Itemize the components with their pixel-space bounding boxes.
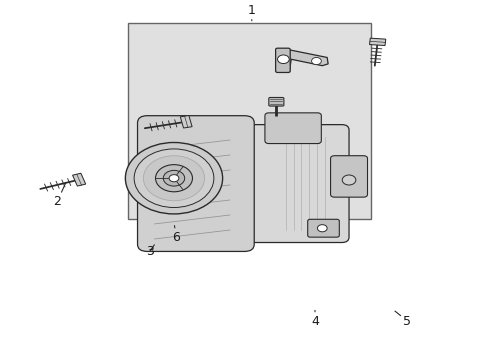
Circle shape [125,143,222,214]
Circle shape [163,170,184,186]
FancyBboxPatch shape [127,23,370,219]
FancyBboxPatch shape [268,98,284,106]
FancyBboxPatch shape [207,125,348,243]
Circle shape [342,175,355,185]
Circle shape [311,58,321,64]
Polygon shape [283,50,327,71]
Circle shape [317,225,326,232]
Circle shape [155,165,192,192]
Polygon shape [369,38,385,46]
Text: 2: 2 [53,183,66,208]
FancyBboxPatch shape [307,219,339,237]
FancyBboxPatch shape [264,113,321,144]
FancyBboxPatch shape [137,116,254,251]
Circle shape [169,175,179,182]
Polygon shape [180,116,192,128]
Circle shape [143,156,204,201]
Text: 1: 1 [247,4,255,21]
FancyBboxPatch shape [275,48,289,72]
Text: 6: 6 [172,226,180,244]
Text: 3: 3 [145,245,154,258]
Text: 5: 5 [394,311,410,328]
Text: 4: 4 [310,310,318,328]
Polygon shape [72,173,85,186]
Circle shape [134,149,213,207]
Circle shape [277,55,288,64]
FancyBboxPatch shape [330,156,367,197]
